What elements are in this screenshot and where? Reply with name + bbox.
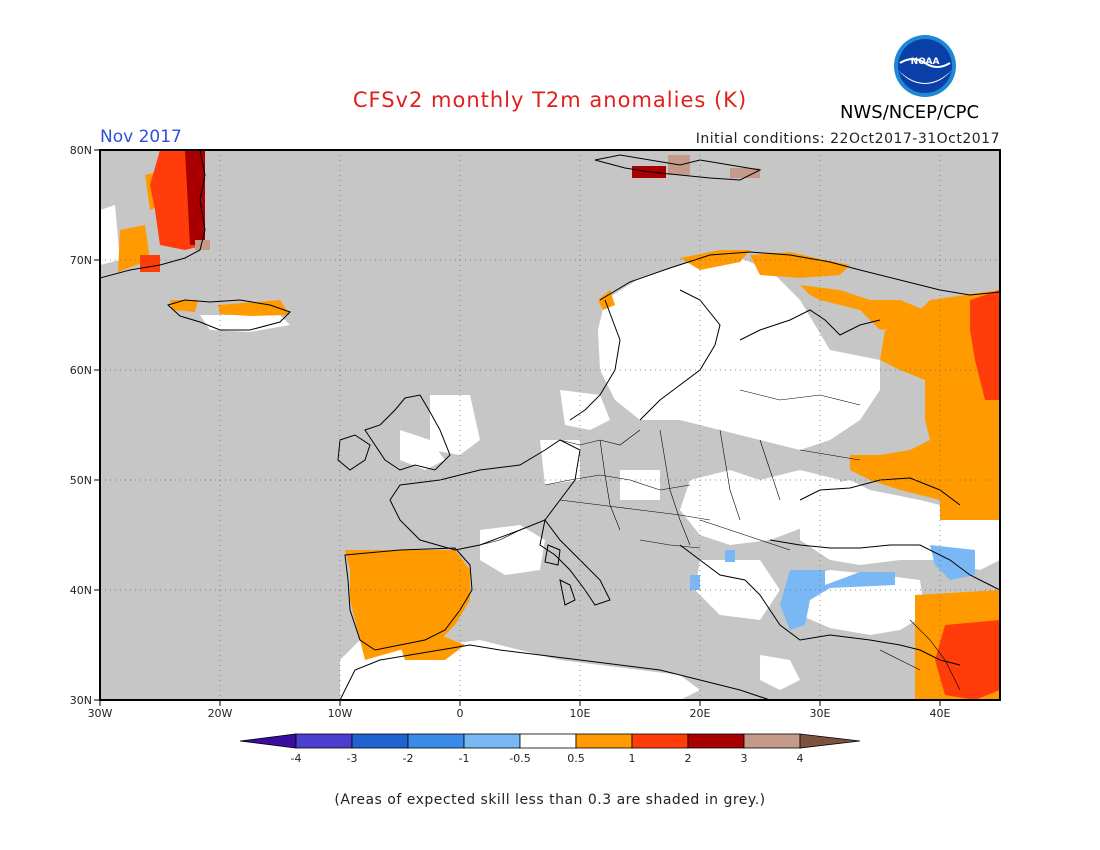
lat-label: 50N — [70, 474, 92, 487]
lat-label: 70N — [70, 254, 92, 267]
colorbar-max-triangle — [799, 733, 861, 749]
lon-label: 20W — [208, 707, 233, 720]
colorbar-label: -2 — [403, 752, 414, 765]
colorbar-label: 4 — [797, 752, 804, 765]
noaa-logo: NOAA — [894, 35, 956, 97]
colorbar-bin — [407, 733, 465, 749]
colorbar-bin — [519, 733, 577, 749]
lon-label: 10W — [328, 707, 353, 720]
lat-label: 80N — [70, 144, 92, 157]
country-borders — [454, 389, 961, 691]
lon-label: 10E — [570, 707, 591, 720]
lon-label: 20E — [690, 707, 711, 720]
longitude-labels: 30W 20W 10W 0 10E 20E 30E 40E — [88, 707, 951, 720]
lat-label: 40N — [70, 584, 92, 597]
colorbar-min-triangle — [239, 733, 297, 749]
colorbar-bin — [743, 733, 801, 749]
lon-label: 0 — [457, 707, 464, 720]
lon-label: 30E — [810, 707, 831, 720]
graticule — [100, 150, 1000, 700]
colorbar-label: 3 — [741, 752, 748, 765]
map-plot-area — [100, 150, 1000, 700]
colorbar-label: 0.5 — [567, 752, 585, 765]
lat-label: 30N — [70, 694, 92, 707]
colorbar-label: -3 — [347, 752, 358, 765]
tick-marks — [94, 149, 941, 706]
map-title: CFSv2 monthly T2m anomalies (K) — [352, 88, 748, 112]
colorbar-label: 1 — [629, 752, 636, 765]
lat-label: 60N — [70, 364, 92, 377]
forecast-month: Nov 2017 — [100, 127, 182, 147]
colorbar-bin — [295, 733, 353, 749]
colorbar-bin — [631, 733, 689, 749]
colorbar-bin — [463, 733, 521, 749]
colorbar-label: -1 — [459, 752, 470, 765]
colorbar-label: -0.5 — [509, 752, 530, 765]
colorbar: -4 -3 -2 -1 -0.5 0.5 1 2 3 4 — [239, 733, 861, 765]
colorbar-label: 2 — [685, 752, 692, 765]
lon-label: 30W — [88, 707, 113, 720]
org-label: NWS/NCEP/CPC — [840, 102, 980, 123]
colorbar-bin — [687, 733, 745, 749]
initial-conditions: Initial conditions: 22Oct2017-31Oct2017 — [695, 131, 1000, 147]
anomaly-3-to-4-areas — [195, 155, 760, 250]
lon-label: 40E — [930, 707, 951, 720]
colorbar-label: -4 — [291, 752, 302, 765]
map-frame — [99, 149, 1001, 701]
colorbar-bin — [575, 733, 633, 749]
colorbar-bin — [351, 733, 409, 749]
latitude-labels: 80N 70N 60N 50N 40N 30N — [70, 144, 92, 707]
logo-text: NOAA — [911, 57, 940, 67]
footnote: (Areas of expected skill less than 0.3 a… — [334, 792, 766, 808]
